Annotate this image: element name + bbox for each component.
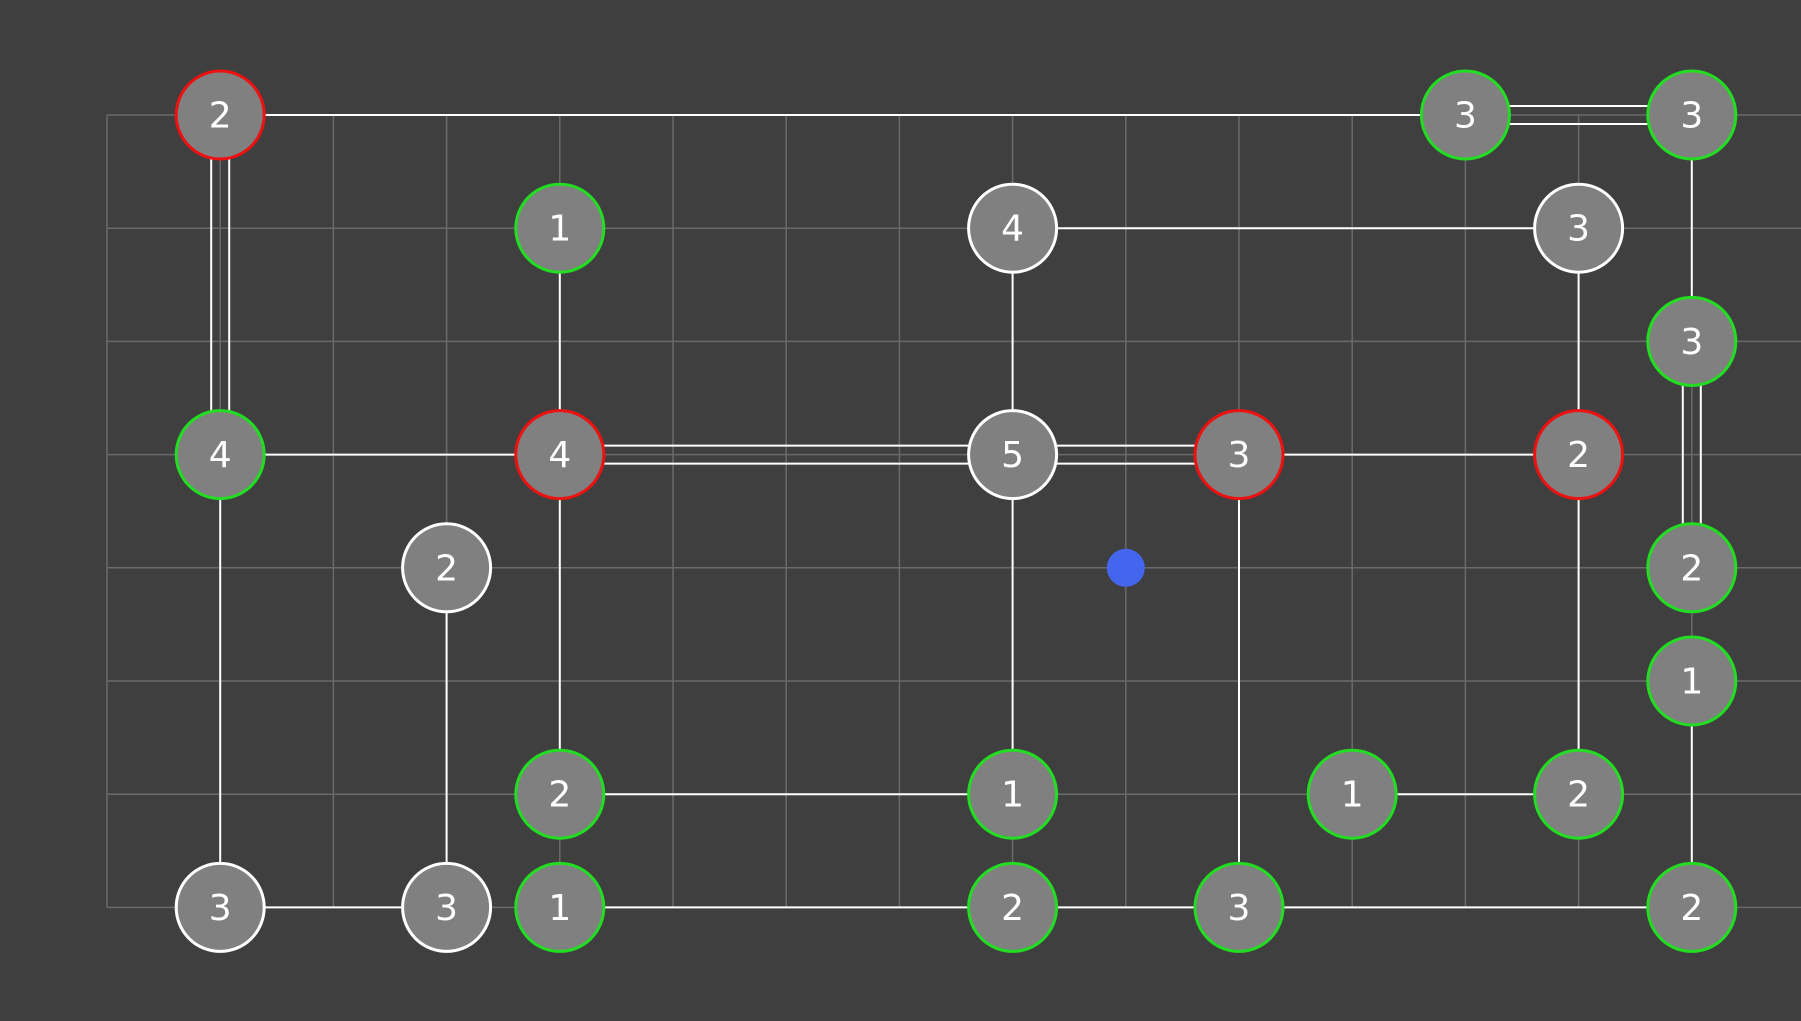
island-circle [1193,861,1285,953]
island-n6[interactable]: 3 [1533,182,1625,274]
island-circle [1193,409,1285,501]
island-circle [1533,409,1625,501]
island-n10[interactable]: 5 [967,409,1059,501]
island-n18[interactable]: 1 [1306,748,1398,840]
island-circle [967,182,1059,274]
island-n16[interactable]: 2 [514,748,606,840]
selection-cursor-dot [1106,548,1145,587]
island-n5[interactable]: 4 [967,182,1059,274]
island-n23[interactable]: 2 [967,861,1059,953]
cursor-layer [1106,548,1145,587]
island-n13[interactable]: 2 [401,522,493,614]
island-n4[interactable]: 1 [514,182,606,274]
island-circle [514,748,606,840]
island-circle [174,69,266,161]
island-n12[interactable]: 2 [1533,409,1625,501]
island-n9[interactable]: 4 [514,409,606,501]
island-circle [1646,522,1738,614]
island-circle [1306,748,1398,840]
island-circle [1646,295,1738,387]
island-n20[interactable]: 3 [174,861,266,953]
island-n22[interactable]: 1 [514,861,606,953]
island-circle [174,409,266,501]
island-circle [967,748,1059,840]
island-circle [1533,748,1625,840]
island-n1[interactable]: 2 [174,69,266,161]
island-circle [514,182,606,274]
island-n8[interactable]: 4 [174,409,266,501]
island-circle [1533,182,1625,274]
island-circle [1646,861,1738,953]
island-n19[interactable]: 2 [1533,748,1625,840]
double-bridge[interactable] [559,444,1013,465]
island-circle [401,522,493,614]
bridges [210,105,1702,909]
islands: 2 3 31 4 334 4 5 3 22 212 1 1 23 3 1 2 3 2 [174,69,1738,953]
island-circle [967,861,1059,953]
island-n24[interactable]: 3 [1193,861,1285,953]
island-n15[interactable]: 1 [1646,635,1738,727]
island-circle [1419,69,1511,161]
island-n2[interactable]: 3 [1419,69,1511,161]
island-n25[interactable]: 2 [1646,861,1738,953]
island-n3[interactable]: 3 [1646,69,1738,161]
island-n21[interactable]: 3 [401,861,493,953]
double-bridge[interactable] [210,115,231,455]
island-circle [967,409,1059,501]
island-circle [514,861,606,953]
island-n7[interactable]: 3 [1646,295,1738,387]
island-n17[interactable]: 1 [967,748,1059,840]
island-circle [514,409,606,501]
island-circle [174,861,266,953]
island-circle [1646,635,1738,727]
island-circle [401,861,493,953]
island-n11[interactable]: 3 [1193,409,1285,501]
island-n14[interactable]: 2 [1646,522,1738,614]
island-circle [1646,69,1738,161]
